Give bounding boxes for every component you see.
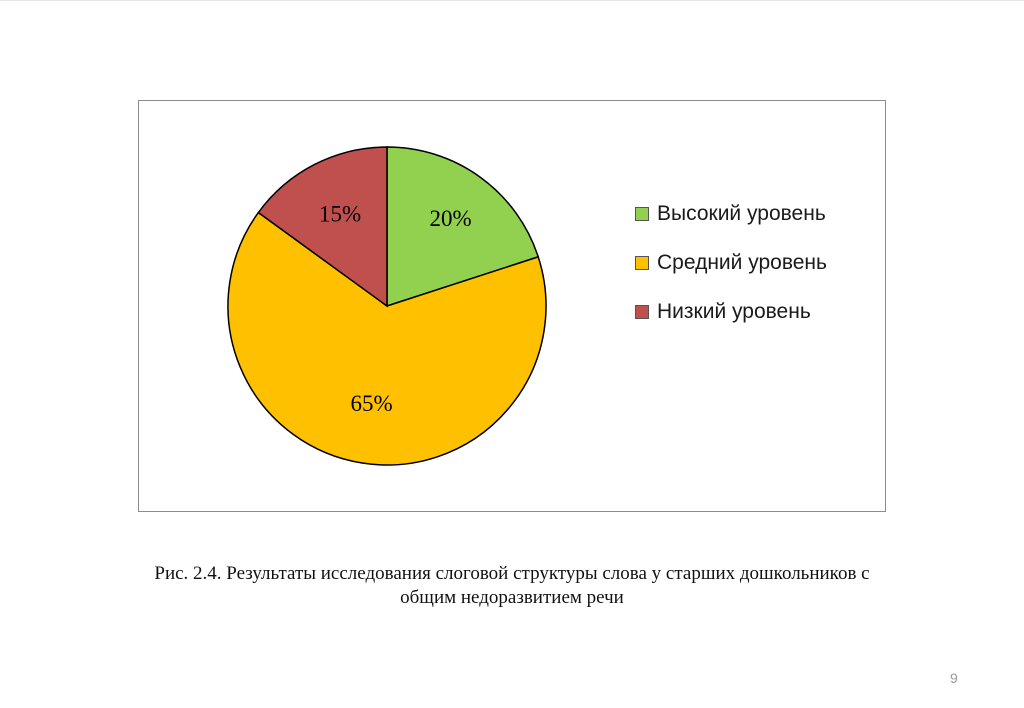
caption-line-1: Рис. 2.4. Результаты исследования слогов… [154,563,870,584]
slice-label-low: 15% [319,201,361,226]
chart-area: 20% 65% 15% Высокий уровень Средний уровен… [138,100,886,512]
slice-medium [227,211,547,466]
slice-low [257,146,388,308]
slice-label-high: 20% [429,206,471,231]
legend-swatch-high [635,206,649,221]
pie-chart: 20% 65% 15% [227,146,547,466]
legend-item-high: Высокий уровень [635,189,827,238]
legend-swatch-low [635,304,649,319]
legend-item-medium: Средний уровень [635,238,827,287]
legend-label-high: Высокий уровень [657,201,826,225]
legend-swatch-medium [635,255,649,270]
slide-top-border [0,0,1024,1]
legend-label-low: Низкий уровень [657,299,811,323]
figure-caption: Рис. 2.4. Результаты исследования слогов… [60,562,964,610]
caption-line-2: общим недоразвитием речи [400,587,624,608]
chart-legend: Высокий уровень Средний уровень Низкий у… [635,189,827,336]
legend-item-low: Низкий уровень [635,287,827,336]
slice-high [386,146,540,308]
slice-label-medium: 65% [350,391,392,416]
legend-label-medium: Средний уровень [657,250,827,274]
page-number: 9 [950,670,958,686]
